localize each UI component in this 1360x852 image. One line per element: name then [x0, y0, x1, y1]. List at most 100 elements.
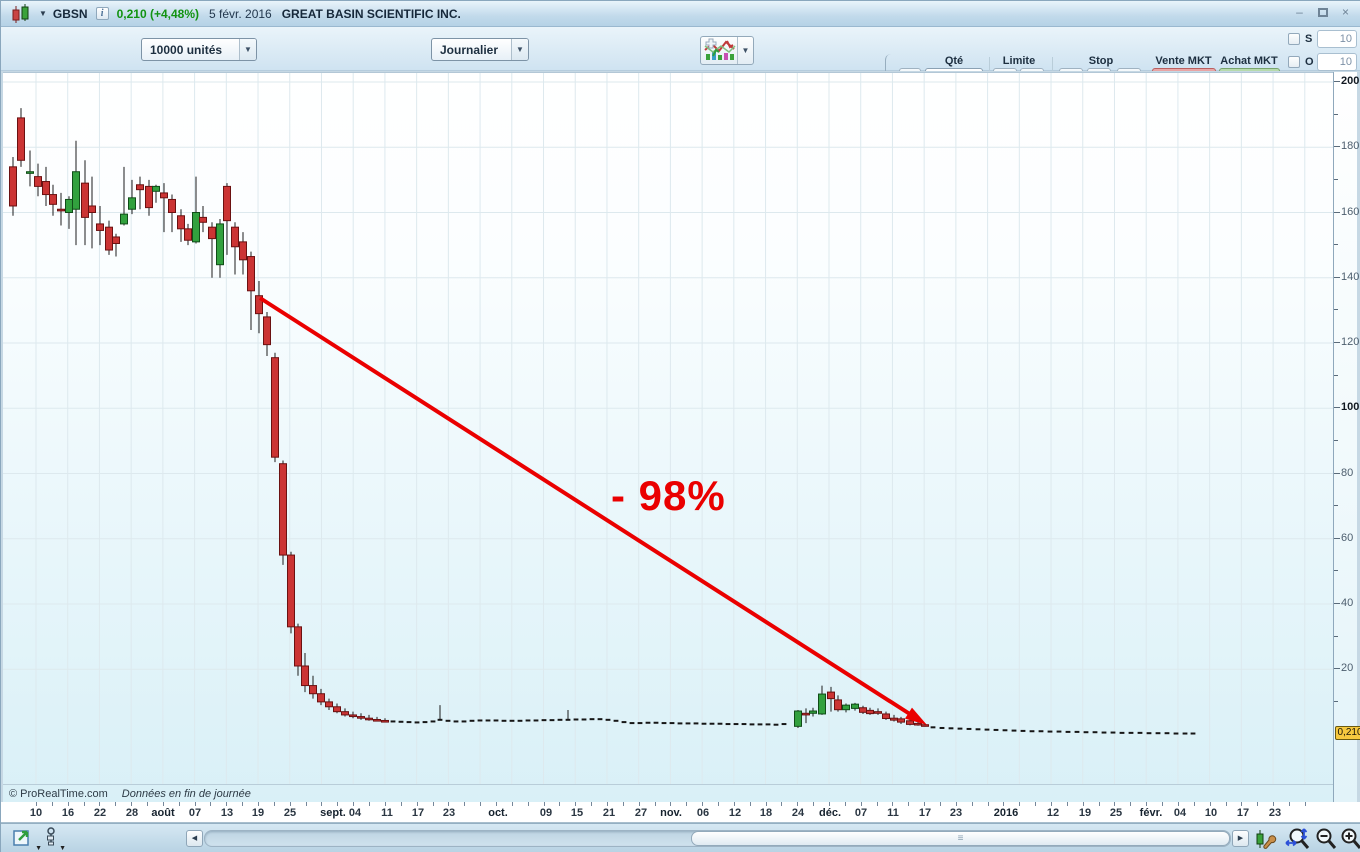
info-icon[interactable]: i	[95, 7, 109, 20]
o-label: O	[1305, 56, 1314, 68]
x-axis-tick	[400, 802, 402, 806]
chart-settings-button[interactable]	[1253, 827, 1277, 852]
x-axis-tick	[908, 802, 910, 806]
time-axis[interactable]: 10 16 22 28 août 07 13 19 25 sept. 04 11 17 23 oct. 09 1…	[1, 802, 1360, 823]
x-axis-tick	[1288, 802, 1290, 806]
sell-mkt-label: Vente MKT	[1155, 55, 1212, 67]
chevron-down-icon[interactable]: ▼	[737, 37, 753, 64]
x-axis-tick	[99, 802, 101, 806]
x-axis-tick	[194, 802, 196, 806]
scroll-right-button[interactable]: ▶	[1232, 830, 1249, 847]
x-axis-tick	[1082, 802, 1084, 806]
x-axis-label: 23	[1268, 807, 1282, 819]
zoom-in-button[interactable]	[1339, 827, 1360, 852]
x-axis-tick	[1257, 802, 1259, 806]
x-axis-label: 27	[634, 807, 648, 819]
units-dropdown[interactable]: 10000 unités ▼	[141, 38, 257, 61]
y-axis-tick	[1334, 570, 1338, 572]
chevron-down-icon[interactable]: ▼	[511, 39, 528, 60]
x-axis-label: 13	[220, 807, 234, 819]
x-axis-tick	[971, 802, 973, 806]
chart-type-button[interactable]: ▼	[700, 36, 754, 65]
zoom-fit-icon	[1285, 828, 1310, 849]
s-value-input[interactable]	[1317, 30, 1357, 48]
x-axis-tick	[575, 802, 577, 806]
symbol-label: GBSN	[52, 6, 88, 21]
s-checkbox[interactable]	[1288, 33, 1300, 45]
x-axis-tick	[670, 802, 672, 806]
units-dropdown-value: 10000 unités	[150, 42, 223, 57]
y-axis-tick	[1334, 700, 1338, 702]
x-axis-label: 12	[1046, 807, 1060, 819]
y-axis-tick	[1334, 342, 1340, 343]
o-checkbox[interactable]	[1288, 56, 1300, 68]
zoom-in-icon	[1341, 828, 1360, 849]
x-axis-tick	[892, 802, 894, 806]
period-dropdown[interactable]: Journalier ▼	[431, 38, 529, 61]
maximize-button[interactable]	[1315, 6, 1330, 20]
symbol-dropdown-icon[interactable]: ▼	[39, 9, 47, 18]
x-axis-tick	[1066, 802, 1068, 806]
y-axis-tick	[1334, 276, 1340, 278]
chevron-down-icon[interactable]: ▼	[239, 39, 256, 60]
x-axis-label: 25	[283, 807, 297, 819]
x-axis-tick	[353, 802, 355, 806]
x-axis-label: 19	[251, 807, 265, 819]
x-axis-tick	[1130, 802, 1132, 806]
x-axis-tick	[448, 802, 450, 806]
x-axis-tick	[829, 802, 830, 806]
y-axis-tick	[1334, 211, 1340, 213]
y-axis-tick	[1334, 505, 1338, 507]
x-axis-label: août	[151, 807, 175, 819]
scrollbar-thumb[interactable]: ≡	[691, 831, 1230, 846]
chart-plot[interactable]: - 98% © ProRealTime.com Données en fin d…	[3, 72, 1333, 802]
x-axis-label: 07	[854, 807, 868, 819]
y-axis-tick	[1334, 603, 1340, 604]
x-axis-tick	[749, 802, 751, 806]
scrollbar-track[interactable]: ≡	[204, 830, 1231, 847]
x-axis-tick	[51, 802, 53, 806]
x-axis-tick	[147, 802, 149, 806]
x-axis-tick	[131, 802, 133, 806]
y-axis-label: 180	[1341, 140, 1360, 153]
price-marker-tool-button[interactable]: ▼	[43, 827, 66, 852]
y-axis-tick	[1334, 244, 1338, 246]
y-axis-tick	[1334, 439, 1338, 441]
x-axis-label: 24	[791, 807, 805, 819]
minimize-button[interactable]: –	[1296, 5, 1303, 19]
bottom-toolbar: ▼ ▼ ◀ ≡ ▶	[1, 823, 1360, 852]
x-axis-tick	[1051, 802, 1053, 806]
limit-label: Limite	[1002, 55, 1036, 67]
zoom-out-button[interactable]	[1314, 827, 1338, 852]
x-axis-tick	[416, 802, 418, 806]
period-dropdown-value: Journalier	[440, 42, 499, 57]
copyright-text: © ProRealTime.com	[9, 787, 108, 800]
y-axis-tick	[1334, 668, 1340, 670]
x-axis-tick	[1146, 802, 1148, 806]
y-axis-label: 20	[1341, 662, 1354, 675]
scroll-left-button[interactable]: ◀	[186, 830, 203, 847]
x-axis-label: 12	[728, 807, 742, 819]
main-toolbar: 10000 unités ▼ Journalier ▼ ▼ ▶	[1, 27, 1360, 96]
candle-wrench-icon	[1256, 830, 1277, 849]
close-button[interactable]: ×	[1341, 5, 1349, 19]
x-axis-label: 28	[125, 807, 139, 819]
zoom-fit-button[interactable]	[1284, 827, 1312, 852]
chart-region: - 98% © ProRealTime.com Données en fin d…	[1, 71, 1360, 802]
x-axis-tick	[591, 802, 593, 806]
x-axis-tick	[36, 802, 37, 806]
x-axis-tick	[115, 802, 117, 806]
x-axis-tick	[495, 802, 497, 806]
x-axis-tick	[369, 802, 371, 806]
price-axis[interactable]: 0,210 20 40 60 80 100 120 140 160 180 200	[1333, 72, 1360, 802]
x-axis-label: 21	[602, 807, 616, 819]
x-axis-label: 04	[1173, 807, 1187, 819]
x-axis-tick	[384, 802, 386, 806]
x-axis-tick	[67, 802, 69, 806]
export-chart-button[interactable]: ▼	[13, 827, 42, 852]
o-value-input[interactable]	[1317, 53, 1357, 71]
x-axis-tick	[1193, 802, 1195, 806]
y-axis-tick	[1334, 472, 1340, 474]
x-axis-tick	[559, 802, 561, 806]
